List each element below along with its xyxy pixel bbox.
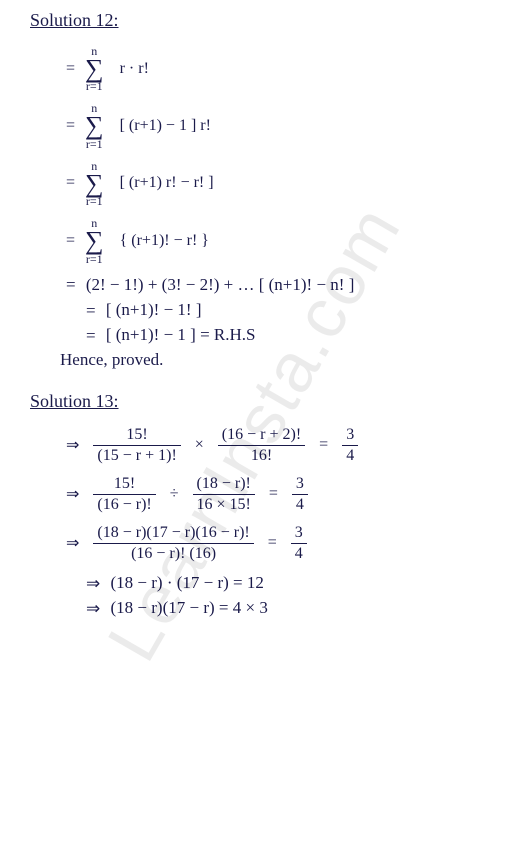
step-expr: [ (r+1) r! − r! ] (120, 174, 214, 192)
sigma-notation: n ∑ r=1 (85, 217, 104, 264)
step-expr: [ (r+1) − 1 ] r! (120, 117, 211, 135)
frac-den: 4 (291, 545, 307, 563)
frac-den: 16! (218, 447, 305, 465)
frac-num: 15! (93, 475, 155, 493)
frac-num: 15! (93, 426, 180, 444)
fraction: (18 − r)(17 − r)(16 − r)! (16 − r)! (16) (93, 524, 253, 563)
equals-sign: = (319, 436, 328, 454)
fraction: 15! (16 − r)! (93, 475, 155, 514)
step-expr: [ (n+1)! − 1 ] = R.H.S (106, 325, 256, 344)
step-expr: (18 − r) · (17 − r) = 12 (111, 573, 264, 592)
times-sign: × (195, 436, 204, 454)
equals-sign: = (86, 301, 96, 321)
equals-sign: = (66, 60, 75, 78)
equals-sign: = (268, 534, 277, 552)
sigma-notation: n ∑ r=1 (85, 45, 104, 92)
step-expr: (18 − r)(17 − r) = 4 × 3 (111, 598, 268, 617)
plus-sign: ÷ (170, 485, 179, 503)
equals-sign: = (66, 275, 76, 295)
equals-sign: = (269, 485, 278, 503)
sigma-symbol: ∑ (85, 57, 104, 80)
sigma-bot: r=1 (85, 138, 104, 150)
implies-sign: ⇒ (86, 599, 100, 619)
frac-den: 16 × 15! (193, 496, 255, 514)
frac-num: 3 (292, 475, 308, 493)
step-expr: r · r! (120, 60, 149, 78)
fraction: 3 4 (342, 426, 358, 465)
frac-num: 3 (342, 426, 358, 444)
fraction: (16 − r + 2)! 16! (218, 426, 305, 465)
equals-sign: = (66, 174, 75, 192)
fraction: 3 4 (291, 524, 307, 563)
step-expr: (2! − 1!) + (3! − 2!) + … [ (n+1)! − n! … (86, 275, 355, 294)
fraction: 3 4 (292, 475, 308, 514)
frac-num: (18 − r)(17 − r)(16 − r)! (93, 524, 253, 542)
frac-num: 3 (291, 524, 307, 542)
frac-den: 4 (292, 496, 308, 514)
sigma-symbol: ∑ (85, 229, 104, 252)
step-expr: { (r+1)! − r! } (120, 232, 209, 250)
implies-sign: ⇒ (66, 484, 79, 504)
sigma-notation: n ∑ r=1 (85, 160, 104, 207)
sigma-bot: r=1 (85, 80, 104, 92)
implies-sign: ⇒ (86, 574, 100, 594)
frac-num: (18 − r)! (193, 475, 255, 493)
solution-12-heading: Solution 12: (30, 10, 478, 31)
sigma-bot: r=1 (85, 253, 104, 265)
fraction: (18 − r)! 16 × 15! (193, 475, 255, 514)
frac-num: (16 − r + 2)! (218, 426, 305, 444)
sigma-notation: n ∑ r=1 (85, 102, 104, 149)
sigma-bot: r=1 (85, 195, 104, 207)
sigma-symbol: ∑ (85, 114, 104, 137)
fraction: 15! (15 − r + 1)! (93, 426, 180, 465)
implies-sign: ⇒ (66, 533, 79, 553)
proof-conclusion: Hence, proved. (60, 350, 478, 370)
frac-den: (15 − r + 1)! (93, 447, 180, 465)
sigma-symbol: ∑ (85, 172, 104, 195)
frac-den: (16 − r)! (93, 496, 155, 514)
implies-sign: ⇒ (66, 435, 79, 455)
step-expr: [ (n+1)! − 1! ] (106, 300, 202, 319)
frac-den: (16 − r)! (16) (93, 545, 253, 563)
equals-sign: = (66, 117, 75, 135)
solution-13-heading: Solution 13: (30, 391, 478, 412)
frac-den: 4 (342, 447, 358, 465)
equals-sign: = (66, 232, 75, 250)
equals-sign: = (86, 326, 96, 346)
